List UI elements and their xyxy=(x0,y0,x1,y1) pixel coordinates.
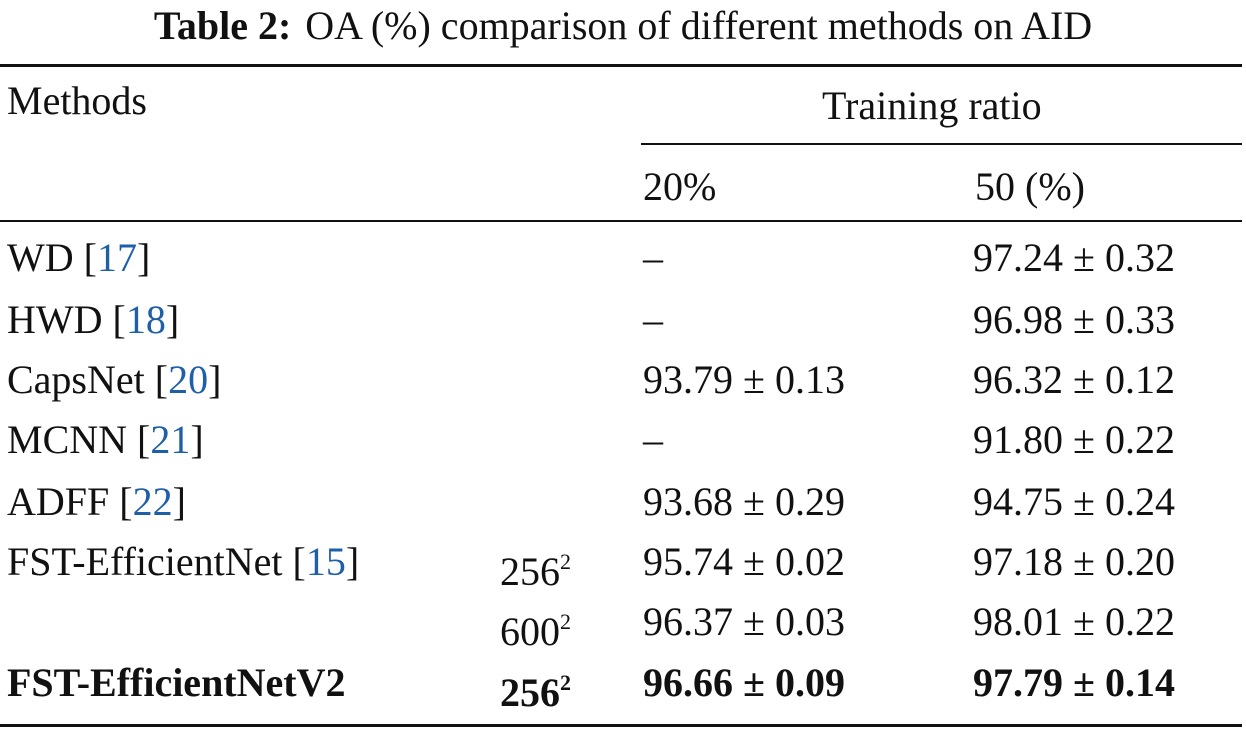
size-exponent: 2 xyxy=(560,549,571,574)
method-cell: FST-EfficientNetV2 xyxy=(7,659,345,707)
method-name: FST-EfficientNet xyxy=(7,539,283,584)
oa-50-cell: 97.79 ± 0.14 xyxy=(973,660,1175,705)
oa-20-cell: 96.37 ± 0.03 xyxy=(643,599,845,644)
method-name: MCNN xyxy=(7,417,128,462)
top-rule xyxy=(0,64,1242,67)
input-size-cell: 2562 xyxy=(500,659,571,717)
oa-50-cell: 98.01 ± 0.22 xyxy=(973,599,1175,644)
oa-50-cell: 96.32 ± 0.12 xyxy=(973,357,1175,402)
method-name: FST-EfficientNetV2 xyxy=(7,660,346,705)
method-cell: MCNN [21] xyxy=(7,417,204,462)
oa-20-cell: – xyxy=(643,297,663,342)
citation-link[interactable]: 22 xyxy=(132,479,173,524)
oa-50-cell: 91.80 ± 0.22 xyxy=(973,417,1175,462)
input-size: 256 xyxy=(500,549,560,594)
training-ratio-rule xyxy=(641,143,1242,145)
input-size: 256 xyxy=(500,670,560,715)
citation-link[interactable]: 18 xyxy=(125,297,166,342)
caption-text: OA (%) comparison of different methods o… xyxy=(305,3,1093,48)
citation-link[interactable]: 20 xyxy=(168,357,209,402)
size-exponent: 2 xyxy=(560,670,571,695)
oa-50-cell: 97.24 ± 0.32 xyxy=(973,235,1175,280)
header-col-50: 50 (%) xyxy=(975,164,1085,209)
table-caption: Table 2: OA (%) comparison of different m… xyxy=(0,0,1246,52)
method-name: ADFF xyxy=(7,479,110,524)
oa-20-cell: – xyxy=(643,235,663,280)
oa-20-cell: – xyxy=(643,417,663,462)
input-size-cell: 6002 xyxy=(500,598,571,656)
method-cell: ADFF [22] xyxy=(7,479,186,524)
input-size: 600 xyxy=(500,609,560,654)
oa-20-cell: 95.74 ± 0.02 xyxy=(643,539,845,584)
header-col-20: 20% xyxy=(643,164,717,209)
header-training-ratio: Training ratio xyxy=(822,83,1042,128)
oa-50-cell: 96.98 ± 0.33 xyxy=(973,297,1175,342)
size-exponent: 2 xyxy=(560,609,571,634)
method-name: WD xyxy=(7,235,74,280)
method-cell: FST-EfficientNet [15] xyxy=(7,539,360,584)
citation-link[interactable]: 15 xyxy=(305,539,346,584)
bottom-rule xyxy=(0,724,1242,727)
method-name: CapsNet xyxy=(7,357,145,402)
method-name: HWD xyxy=(7,297,103,342)
oa-50-cell: 97.18 ± 0.20 xyxy=(973,539,1175,584)
oa-20-cell: 93.68 ± 0.29 xyxy=(643,479,845,524)
input-size-cell: 2562 xyxy=(500,538,571,596)
method-cell: CapsNet [20] xyxy=(7,357,222,402)
citation-link[interactable]: 17 xyxy=(96,235,137,280)
method-cell: HWD [18] xyxy=(7,297,180,342)
oa-50-cell: 94.75 ± 0.24 xyxy=(973,479,1175,524)
citation-link[interactable]: 21 xyxy=(150,417,191,462)
header-bottom-rule xyxy=(0,220,1242,222)
header-methods: Methods xyxy=(7,78,147,123)
oa-20-cell: 93.79 ± 0.13 xyxy=(643,357,845,402)
caption-label: Table 2: xyxy=(153,3,292,48)
oa-20-cell: 96.66 ± 0.09 xyxy=(643,660,845,705)
method-cell: WD [17] xyxy=(7,235,151,280)
